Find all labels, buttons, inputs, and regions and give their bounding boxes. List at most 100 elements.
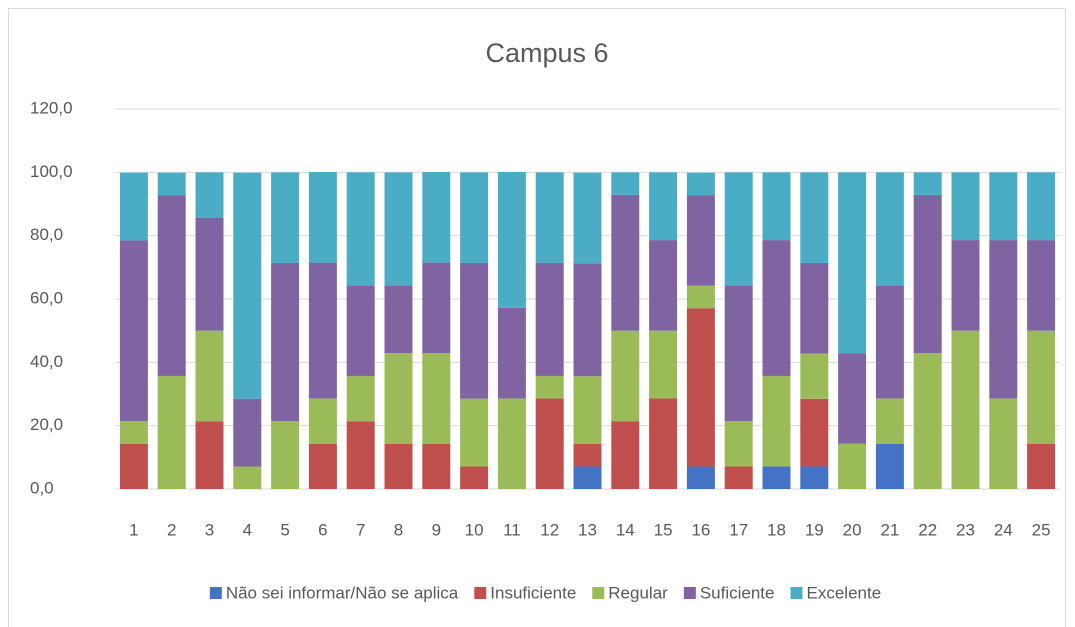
y-tick-label: 100,0 bbox=[30, 162, 73, 181]
chart-title: Campus 6 bbox=[485, 38, 608, 68]
x-tick-label: 12 bbox=[540, 520, 559, 539]
bar-segment bbox=[989, 240, 1018, 399]
bar-segment bbox=[308, 262, 337, 399]
bar-segment bbox=[535, 375, 564, 399]
bar-segment bbox=[384, 172, 413, 286]
bar-segment bbox=[724, 421, 753, 467]
bar-segment bbox=[762, 172, 791, 241]
bar-segment bbox=[649, 398, 678, 489]
y-tick-label: 60,0 bbox=[30, 288, 63, 307]
bar-segment bbox=[384, 285, 413, 354]
bar-segment bbox=[762, 240, 791, 376]
x-tick-label: 10 bbox=[465, 520, 484, 539]
bar-segment bbox=[913, 194, 942, 354]
bar-segment bbox=[686, 285, 715, 309]
bar-segment bbox=[497, 307, 526, 399]
x-tick-label: 2 bbox=[167, 520, 176, 539]
x-tick-label: 15 bbox=[654, 520, 673, 539]
bar-segment bbox=[119, 421, 148, 444]
x-tick-label: 6 bbox=[318, 520, 327, 539]
bar-segment bbox=[346, 421, 375, 489]
bar-segment bbox=[573, 466, 602, 489]
bar-segment bbox=[875, 172, 904, 286]
bar-segment bbox=[800, 466, 829, 489]
bar-segment bbox=[1027, 240, 1056, 331]
y-tick-label: 80,0 bbox=[30, 225, 63, 244]
bar-segment bbox=[422, 443, 451, 489]
x-tick-label: 24 bbox=[994, 520, 1013, 539]
bar-segment bbox=[271, 172, 300, 263]
bar-segment bbox=[611, 330, 640, 422]
bar-segment bbox=[800, 172, 829, 263]
bar-segment bbox=[611, 194, 640, 331]
bar-segment bbox=[913, 172, 942, 195]
bar-segment bbox=[838, 443, 867, 489]
bar-segment bbox=[875, 398, 904, 444]
bar-segment bbox=[573, 444, 602, 467]
bar-segment bbox=[384, 443, 413, 489]
bar-segment bbox=[951, 172, 980, 241]
bar-segment bbox=[800, 262, 829, 354]
bar-segment bbox=[611, 172, 640, 195]
x-tick-label: 14 bbox=[616, 520, 635, 539]
bar-segment bbox=[157, 172, 186, 196]
bar-segment bbox=[1027, 443, 1056, 489]
legend-swatch bbox=[474, 587, 487, 599]
bar-segment bbox=[913, 353, 942, 489]
x-tick-label: 13 bbox=[578, 520, 597, 539]
bar-segment bbox=[422, 353, 451, 444]
bar-segment bbox=[649, 172, 678, 241]
bar-segment bbox=[800, 398, 829, 467]
bar-segment bbox=[1027, 330, 1056, 444]
legend-label: Excelente bbox=[807, 583, 882, 602]
y-tick-label: 120,0 bbox=[30, 98, 73, 117]
bar-segment bbox=[573, 263, 602, 377]
bar-segment bbox=[422, 172, 451, 263]
bar-segment bbox=[686, 308, 715, 467]
bar-segment bbox=[686, 172, 715, 196]
bar-segment bbox=[460, 466, 489, 489]
x-tick-label: 11 bbox=[503, 520, 521, 539]
y-tick-label: 0,0 bbox=[30, 478, 54, 497]
bar-segment bbox=[686, 195, 715, 286]
bar-segment bbox=[308, 443, 337, 489]
bar-segment bbox=[800, 353, 829, 399]
bar-segment bbox=[951, 240, 980, 331]
bar-segment bbox=[535, 262, 564, 376]
bar-segment bbox=[384, 353, 413, 444]
bar-segment bbox=[1027, 172, 1056, 241]
bar-segment bbox=[308, 398, 337, 444]
x-tick-label: 25 bbox=[1032, 520, 1051, 539]
bar-segment bbox=[460, 398, 489, 467]
legend-swatch bbox=[790, 587, 803, 599]
legend-swatch bbox=[592, 587, 605, 599]
bar-segment bbox=[989, 398, 1018, 489]
x-tick-label: 9 bbox=[432, 520, 441, 539]
bar-segment bbox=[460, 262, 489, 399]
bar-segment bbox=[460, 172, 489, 263]
bar-segment bbox=[195, 217, 224, 331]
bar-segment bbox=[762, 375, 791, 467]
bar-segment bbox=[195, 172, 224, 218]
bar-segment bbox=[119, 443, 148, 489]
x-tick-label: 3 bbox=[205, 520, 214, 539]
bar-segment bbox=[875, 285, 904, 399]
bar-segment bbox=[497, 172, 526, 308]
x-tick-label: 16 bbox=[691, 520, 710, 539]
x-tick-label: 8 bbox=[394, 520, 403, 539]
bar-segment bbox=[271, 262, 300, 422]
bar-segment bbox=[989, 172, 1018, 241]
x-tick-label: 18 bbox=[767, 520, 786, 539]
bar-segment bbox=[573, 172, 602, 264]
chart-frame bbox=[8, 8, 1066, 627]
x-tick-label: 20 bbox=[843, 520, 862, 539]
legend-label: Não sei informar/Não se aplica bbox=[226, 583, 459, 602]
legend-label: Insuficiente bbox=[490, 583, 576, 602]
legend-label: Suficiente bbox=[700, 583, 775, 602]
bar-segment bbox=[157, 375, 186, 489]
bar-segment bbox=[535, 172, 564, 263]
bar-segment bbox=[535, 398, 564, 489]
x-tick-label: 21 bbox=[880, 520, 899, 539]
bar-segment bbox=[346, 285, 375, 376]
x-tick-label: 17 bbox=[729, 520, 748, 539]
